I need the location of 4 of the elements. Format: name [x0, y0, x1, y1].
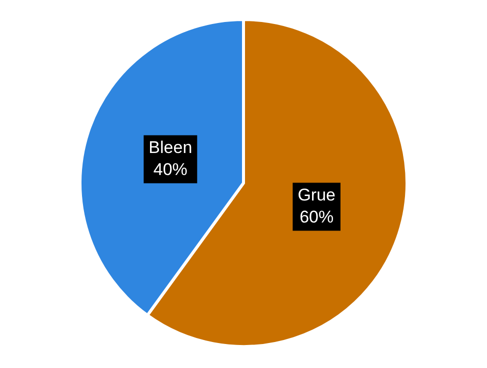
data-label: 40%	[153, 160, 188, 179]
data-label: 60%	[300, 207, 334, 226]
slice-label: Bleen	[148, 138, 192, 157]
slice-label: Grue	[298, 185, 336, 204]
